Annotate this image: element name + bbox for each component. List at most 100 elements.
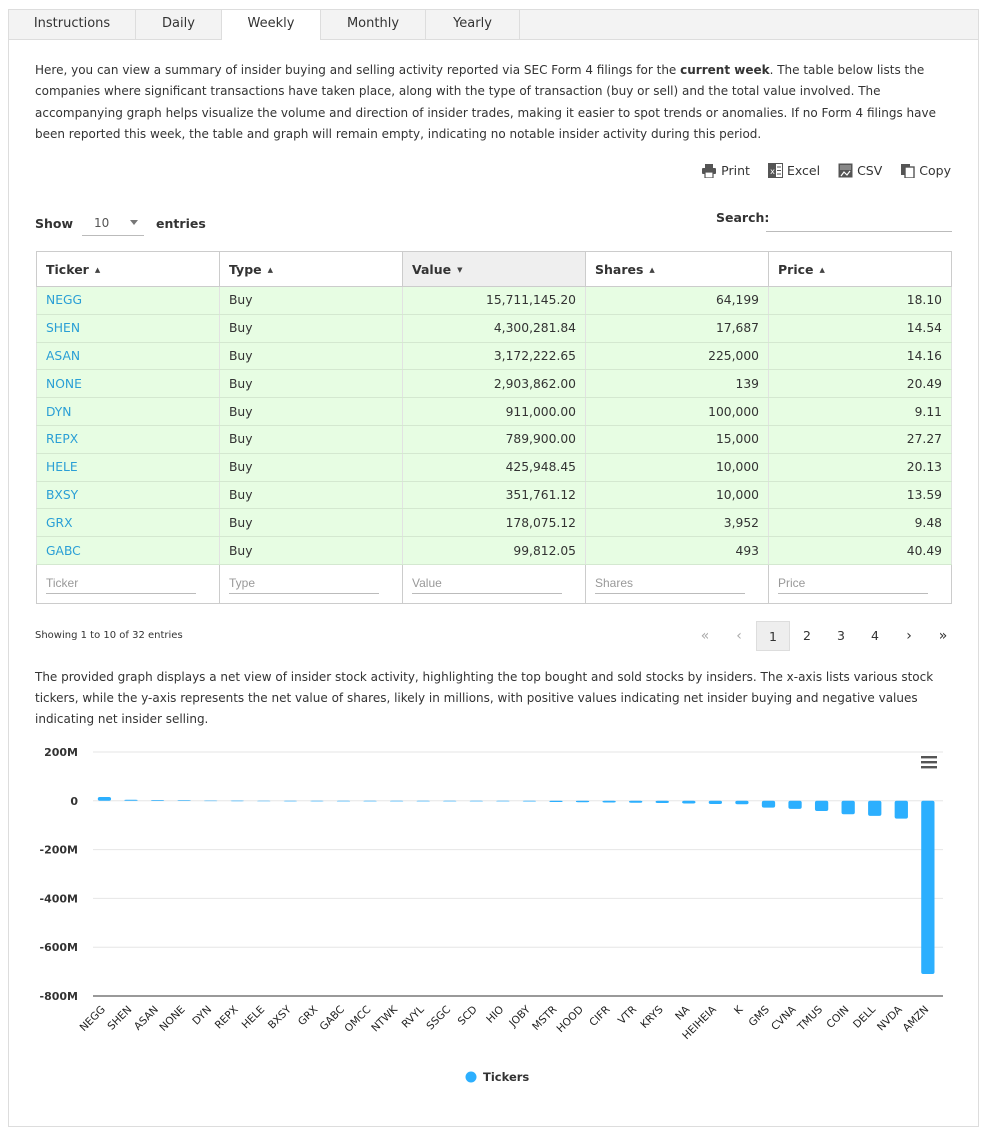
bar-hood[interactable] — [575, 800, 590, 803]
table-row: GABC Buy 99,812.05 493 40.49 — [36, 536, 952, 565]
cell-ticker[interactable]: HELE — [36, 452, 220, 482]
x-tick-label: NONE — [157, 1004, 187, 1034]
cell-ticker[interactable]: GRX — [36, 508, 220, 538]
bar-scd[interactable] — [469, 800, 483, 802]
bar-gabc[interactable] — [336, 800, 351, 802]
export-buttons: Print x Excel CSV Copy — [701, 163, 951, 178]
excel-button[interactable]: x Excel — [767, 163, 821, 178]
bar-dyn[interactable] — [204, 800, 218, 802]
bar-cifr[interactable] — [602, 800, 616, 803]
bar-nvda[interactable] — [894, 800, 908, 819]
page-button-1[interactable]: 1 — [756, 621, 790, 651]
column-header-label: Price — [778, 261, 814, 277]
bar-heiheia[interactable] — [708, 800, 722, 804]
x-tick-label: TMUS — [795, 1003, 826, 1034]
hamburger-icon[interactable] — [921, 756, 937, 769]
next-page-button[interactable]: › — [906, 628, 912, 644]
bar-vtr[interactable] — [629, 800, 643, 803]
column-header-value[interactable]: Value ▼ — [402, 251, 586, 287]
csv-button[interactable]: CSV — [838, 163, 882, 178]
cell-ticker[interactable]: SHEN — [36, 313, 220, 343]
bar-dell[interactable] — [868, 800, 882, 816]
bar-amzn[interactable] — [921, 800, 935, 975]
prev-page-button[interactable]: ‹ — [736, 628, 742, 644]
bar-k[interactable] — [735, 800, 749, 805]
x-tick-label: BXSY — [266, 1003, 294, 1031]
column-header-shares[interactable]: Shares ▲ — [585, 251, 769, 287]
bar-asan[interactable] — [150, 800, 165, 801]
bar-ssgc[interactable] — [443, 800, 457, 802]
tab-yearly[interactable]: Yearly — [426, 10, 520, 39]
bar-coin[interactable] — [841, 800, 855, 815]
table-row: NONE Buy 2,903,862.00 139 20.49 — [36, 369, 952, 399]
filter-input-value[interactable] — [412, 573, 562, 595]
x-tick-label: NVDA — [875, 1003, 905, 1033]
bar-negg[interactable] — [97, 796, 112, 801]
page-button-2[interactable]: 2 — [803, 628, 811, 643]
first-page-button[interactable]: « — [700, 628, 710, 644]
cell-ticker[interactable]: REPX — [36, 424, 220, 454]
bar-repx[interactable] — [230, 800, 244, 802]
column-header-ticker[interactable]: Ticker ▲ — [36, 251, 220, 287]
bar-na[interactable] — [682, 800, 696, 804]
cell-ticker[interactable]: NONE — [36, 369, 220, 399]
bar-grx[interactable] — [310, 800, 324, 802]
bar-joby[interactable] — [522, 800, 537, 802]
tab-monthly[interactable]: Monthly — [321, 10, 426, 39]
excel-label: Excel — [786, 163, 821, 178]
net-activity-chart: 200M 0 -200M -400M -600M -800MNEGGSHENASANNON… — [40, 746, 943, 1084]
bar-mstr[interactable] — [549, 800, 563, 803]
y-tick-label: 0 — [70, 795, 78, 808]
entries-select[interactable]: 10 — [82, 210, 145, 236]
filter-input-type[interactable] — [229, 573, 379, 595]
cell-value: 15,711,145.20 — [402, 286, 586, 315]
bar-hio[interactable] — [496, 800, 510, 802]
x-tick-label: AMZN — [901, 1004, 932, 1035]
copy-button[interactable]: Copy — [900, 163, 951, 178]
table-row: SHEN Buy 4,300,281.84 17,687 14.54 — [36, 313, 952, 343]
x-tick-label: COIN — [824, 1004, 851, 1031]
filter-input-ticker[interactable] — [46, 573, 196, 595]
column-header-type[interactable]: Type ▲ — [219, 251, 403, 287]
cell-ticker[interactable]: BXSY — [36, 480, 220, 510]
bar-omcc[interactable] — [363, 800, 377, 802]
cell-ticker[interactable]: DYN — [36, 397, 220, 426]
print-button[interactable]: Print — [701, 163, 750, 178]
cell-value: 425,948.45 — [402, 452, 586, 482]
bar-hele[interactable] — [257, 800, 271, 802]
page-button-4[interactable]: 4 — [871, 628, 879, 643]
hamburger-icon-bar — [921, 756, 937, 759]
x-tick-label: SCD — [456, 1004, 480, 1028]
cell-type: Buy — [219, 480, 403, 510]
search-input[interactable] — [766, 204, 952, 232]
bar-none[interactable] — [177, 800, 191, 801]
cell-ticker[interactable]: GABC — [36, 536, 220, 565]
bar-gms[interactable] — [761, 800, 776, 808]
tab-daily[interactable]: Daily — [136, 10, 222, 39]
x-tick-label: NEGG — [78, 1004, 108, 1034]
cell-ticker[interactable]: NEGG — [36, 286, 220, 315]
y-tick-label: -200M — [40, 844, 78, 857]
cell-shares: 100,000 — [585, 397, 769, 426]
legend-marker — [465, 1071, 477, 1083]
intro-part: Here, you can view a summary of insider … — [35, 63, 681, 77]
bar-shen[interactable] — [124, 799, 138, 801]
filter-input-price[interactable] — [778, 573, 928, 595]
x-tick-label: SSGC — [424, 1004, 453, 1033]
bar-cvna[interactable] — [788, 800, 802, 809]
tab-weekly[interactable]: Weekly — [222, 10, 321, 40]
column-header-price[interactable]: Price ▲ — [768, 251, 952, 287]
last-page-button[interactable]: » — [938, 628, 948, 644]
bar-rvyl[interactable] — [416, 800, 430, 802]
legend-label[interactable]: Tickers — [483, 1070, 529, 1084]
bar-krys[interactable] — [655, 800, 669, 803]
bar-bxsy[interactable] — [283, 800, 297, 802]
bar-tmus[interactable] — [814, 800, 829, 812]
tab-instructions[interactable]: Instructions — [9, 10, 136, 39]
cell-ticker[interactable]: ASAN — [36, 341, 220, 371]
bar-ntwk[interactable] — [389, 800, 404, 802]
pagination: « ‹ 1 2 3 4 › » — [688, 621, 960, 651]
filter-input-shares[interactable] — [595, 573, 745, 595]
page-button-3[interactable]: 3 — [837, 628, 845, 643]
sort-desc-icon: ▼ — [457, 265, 463, 274]
